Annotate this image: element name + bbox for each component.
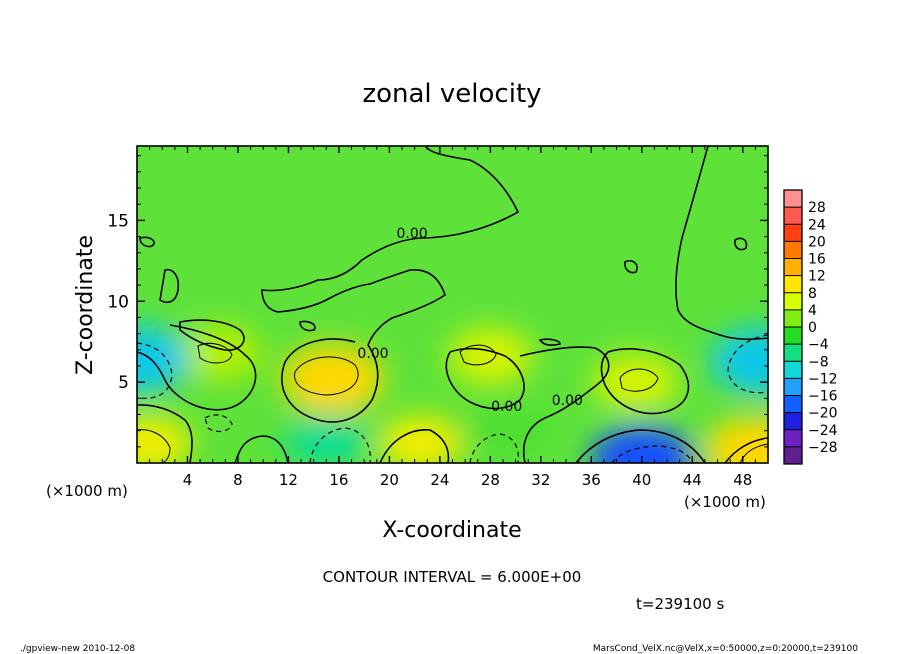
colorbar-label-11: −16 [808,389,838,405]
colorbar-label-10: −12 [808,371,838,387]
contour-negative-bottom-b [469,433,520,463]
field-max-6 [704,417,768,463]
colorbar-label-8: −4 [808,337,829,353]
colorbar-label-12: −20 [808,406,838,422]
colorbar-label-13: −24 [808,423,838,439]
footer-left: ./gpview-new 2010-12-08 [20,644,135,654]
x-tick-label-10: 44 [683,471,702,489]
y-axis: 5 10 15 [107,155,768,448]
colorbar-label-5: 8 [808,286,817,302]
colorbar-label-0: 28 [808,200,826,216]
x-tick-label-0: 4 [183,471,193,489]
colorbar-segment-0 [784,190,802,208]
colorbar-segment-5 [784,275,802,294]
contour-positive-ring-d [619,368,659,392]
colorbar-label-14: −28 [808,440,838,456]
x-axis-label: X-coordinate [382,518,521,543]
contour-zero-lower [137,404,768,463]
colorbar-segment-8 [784,327,802,345]
contour-lines [137,146,768,463]
x-tick-label-8: 36 [582,471,601,489]
contour-labels: 0.00 0.00 0.00 0.00 [357,226,583,415]
colorbar-label-4: 12 [808,269,826,285]
contour-zero-right [445,346,690,463]
contour-negative-right [727,334,768,394]
field-max-4 [593,354,678,411]
contour-zero-upper [261,146,520,346]
x-tick-label-1: 8 [233,471,243,489]
contour-label-0: 0.00 [397,226,428,242]
contour-dashed-lines [137,334,768,463]
colorbar-label-1: 24 [808,217,826,233]
field-max-5 [177,325,262,382]
y-tick-label-0: 5 [118,373,129,393]
contour-negative-left-low [204,414,233,433]
colorbar-segment-2 [784,224,802,242]
colorbar-label-3: 16 [808,252,826,268]
contour-label-1: 0.00 [357,346,388,362]
field-max-3 [448,328,533,385]
x-tick-label-3: 16 [329,471,348,489]
plot-area: 0.000.000.00 0.00 4 8 12 16 20 24 28 32 36 40 44 48 … [107,145,769,489]
colorbar-label-6: 4 [808,303,817,319]
chart-title: zonal velocity [362,79,541,109]
colorbar-segment-1 [784,207,802,225]
x-tick-label-5: 24 [430,471,449,489]
contour-positive-ring-b [197,342,233,364]
colorbar-segment-10 [784,361,802,379]
contour-positive-bottom-left [137,429,171,463]
colorbar-segment-7 [784,309,802,328]
y-axis-label: Z-coordinate [73,235,98,375]
time-label: t=239100 s [636,595,724,613]
x-unit-label-right: (×1000 m) [684,493,766,511]
colorbar-segment-6 [784,292,802,311]
contour-negative-bottom-c [611,445,693,463]
field-min-8 [137,325,191,394]
colorbar-segment-15 [784,446,802,465]
x-tick-label-4: 20 [380,471,399,489]
colorbar-label-9: −8 [808,354,829,370]
contour-fine-lines [137,342,768,463]
colorbar-segment-4 [784,258,802,276]
field-background [137,146,768,463]
contour-label-3: 0.00 [552,393,583,409]
colorbar-segment-3 [784,241,802,259]
colorbar-label-2: 20 [808,234,826,250]
x-tick-label-2: 12 [279,471,298,489]
y-tick-label-2: 15 [107,211,129,231]
field-min-11 [467,402,552,459]
contour-positive-ring-c [459,344,497,366]
contour-positive-ring-a [294,356,359,396]
colorbar-segment-14 [784,429,802,448]
contour-small-islands [139,236,748,351]
field-min-10 [284,412,369,463]
contour-zero-center [137,324,379,423]
x-axis: 4 8 12 16 20 24 28 32 36 40 44 48 [149,146,756,489]
x-tick-label-11: 48 [733,471,752,489]
contour-zero-top-right [675,146,768,341]
y-tick-label-1: 10 [107,292,129,312]
x-unit-label-left: (×1000 m) [46,482,128,500]
colorbar-segment-11 [784,378,802,396]
footer-right: MarsCond_VelX.nc@VelX,x=0:50000,z=0:2000… [593,644,858,654]
contour-interval-label: CONTOUR INTERVAL = 6.000E+00 [323,568,582,586]
colorbar-segment-13 [784,412,802,431]
x-tick-label-7: 32 [531,471,550,489]
colorbar-segment-12 [784,395,802,413]
field-min-9 [710,327,768,396]
colorbar-segment-9 [784,344,802,362]
contour-negative-left [137,342,173,400]
contour-label-2: 0.00 [491,399,522,415]
x-tick-label-9: 40 [632,471,651,489]
x-tick-label-6: 28 [481,471,500,489]
colorbar-label-7: 0 [808,320,817,336]
contour-positive-bottom-right [739,443,768,463]
field-max-1 [378,415,463,463]
